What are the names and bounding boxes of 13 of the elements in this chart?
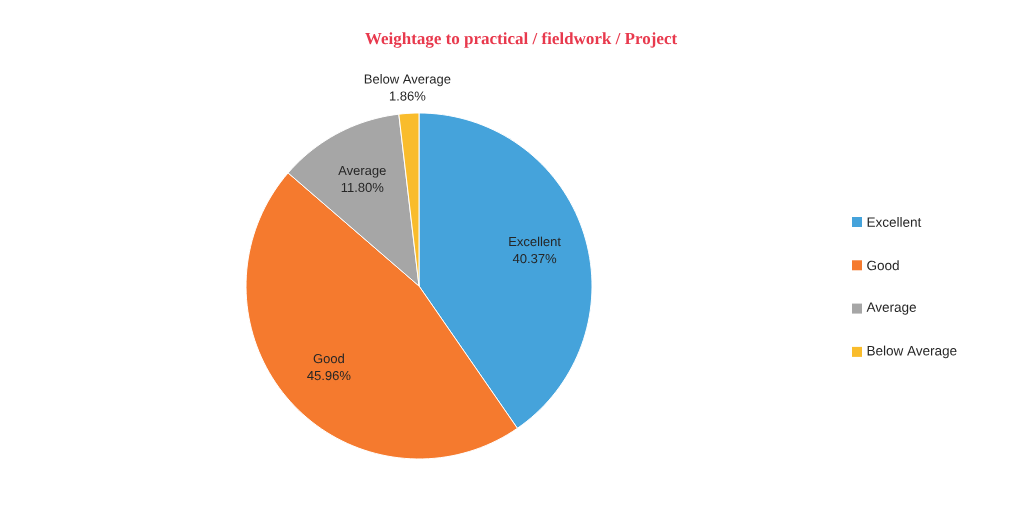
slice-label: Average: [338, 165, 386, 178]
data-label: 1.86%: [389, 91, 426, 101]
slice-label: Below Average: [364, 74, 451, 87]
slice-label: Excellent: [509, 236, 561, 247]
legend-label: Good: [867, 260, 899, 271]
chart-title: Weightage to practical / fieldwork / Project: [365, 32, 678, 48]
legend-label: Average: [866, 302, 916, 315]
data-label: 11.80%: [341, 182, 384, 193]
slice-label: Good: [313, 353, 344, 364]
legend-label: Below Average: [867, 345, 957, 359]
data-label: 40.37%: [512, 253, 557, 264]
legend-label: Excellent: [867, 217, 922, 227]
data-label: 45.96%: [307, 370, 351, 381]
